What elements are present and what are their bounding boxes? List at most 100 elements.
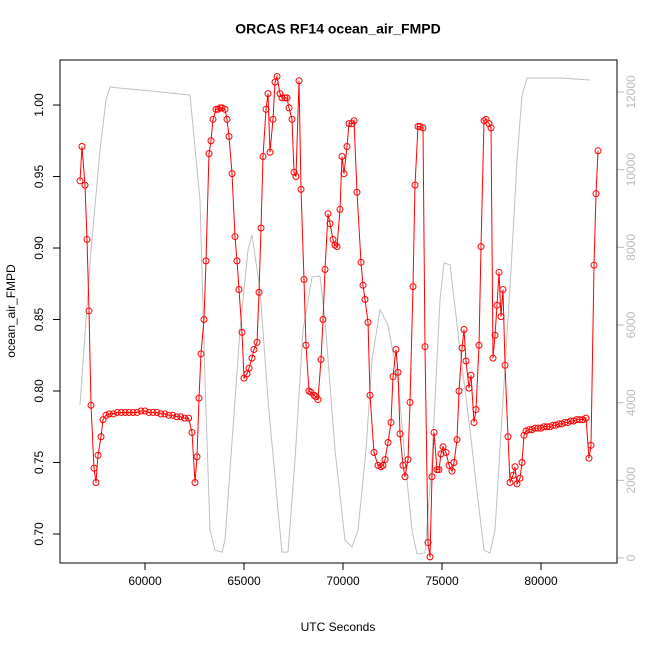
data-point bbox=[292, 173, 300, 181]
data-point bbox=[421, 343, 429, 351]
data-point bbox=[276, 90, 284, 98]
data-point bbox=[264, 90, 272, 98]
data-point bbox=[470, 418, 478, 426]
data-point bbox=[283, 94, 291, 102]
x-axis-label: UTC Seconds bbox=[301, 620, 376, 634]
y2-tick-label: 2000 bbox=[624, 467, 638, 494]
data-point bbox=[489, 354, 497, 362]
data-point bbox=[231, 233, 239, 241]
data-point bbox=[255, 288, 263, 296]
data-point bbox=[181, 414, 189, 422]
data-point bbox=[576, 416, 584, 424]
data-point bbox=[191, 479, 199, 487]
data-point bbox=[305, 387, 313, 395]
data-point bbox=[125, 408, 133, 416]
data-point bbox=[428, 473, 436, 481]
data-point bbox=[262, 105, 270, 113]
data-point bbox=[472, 406, 480, 414]
data-point bbox=[590, 261, 598, 269]
data-point bbox=[165, 411, 173, 419]
data-point bbox=[302, 341, 310, 349]
data-point bbox=[364, 318, 372, 326]
data-point bbox=[336, 205, 344, 213]
data-point bbox=[513, 480, 521, 488]
data-point bbox=[411, 181, 419, 189]
x-tick-label: 65000 bbox=[227, 574, 261, 588]
data-point bbox=[141, 407, 149, 415]
data-point bbox=[235, 285, 243, 293]
data-point bbox=[394, 368, 402, 376]
data-point bbox=[409, 283, 417, 291]
data-point bbox=[592, 190, 600, 198]
data-point bbox=[233, 257, 241, 265]
data-point bbox=[195, 394, 203, 402]
data-point bbox=[149, 408, 157, 416]
data-point bbox=[273, 72, 281, 80]
data-point bbox=[433, 466, 441, 474]
data-point bbox=[338, 153, 346, 161]
data-point bbox=[105, 410, 113, 418]
data-point bbox=[424, 539, 432, 547]
data-point bbox=[465, 384, 473, 392]
data-point bbox=[426, 553, 434, 561]
y2-tick-label: 4000 bbox=[624, 389, 638, 416]
data-point bbox=[83, 235, 91, 243]
data-point bbox=[297, 185, 305, 193]
data-point bbox=[458, 344, 466, 352]
data-point bbox=[453, 436, 461, 444]
data-point bbox=[169, 411, 177, 419]
y-tick-label: 0.80 bbox=[32, 379, 46, 403]
data-point bbox=[200, 316, 208, 324]
data-point bbox=[310, 391, 318, 399]
data-point bbox=[361, 295, 369, 303]
data-point bbox=[399, 461, 407, 469]
x-tick-label: 80000 bbox=[524, 574, 558, 588]
data-line bbox=[79, 74, 599, 557]
y2-tick-label: 10000 bbox=[624, 153, 638, 187]
data-point bbox=[497, 313, 505, 321]
data-point bbox=[582, 414, 590, 422]
x-tick-label: 75000 bbox=[425, 574, 459, 588]
data-point bbox=[389, 373, 397, 381]
data-point bbox=[288, 115, 296, 123]
data-point bbox=[340, 170, 348, 178]
y2-tick-label: 6000 bbox=[624, 311, 638, 338]
y-tick-label: 1.00 bbox=[32, 93, 46, 117]
data-point bbox=[491, 331, 499, 339]
data-point bbox=[331, 241, 339, 249]
data-point bbox=[504, 433, 512, 441]
data-point bbox=[92, 479, 100, 487]
data-point bbox=[202, 257, 210, 265]
data-point bbox=[485, 120, 493, 128]
data-point bbox=[321, 265, 329, 273]
data-point bbox=[278, 94, 286, 102]
data-point bbox=[228, 170, 236, 178]
data-point bbox=[257, 224, 265, 232]
data-point bbox=[129, 408, 137, 416]
data-point bbox=[266, 148, 274, 156]
data-point bbox=[85, 307, 93, 315]
data-point bbox=[205, 150, 213, 158]
data-point bbox=[269, 115, 277, 123]
y2-tick-label: 8000 bbox=[624, 234, 638, 261]
data-point bbox=[133, 408, 141, 416]
data-point bbox=[225, 132, 233, 140]
data-point bbox=[475, 341, 483, 349]
data-point bbox=[94, 451, 102, 459]
data-point bbox=[406, 398, 414, 406]
data-point bbox=[495, 268, 503, 276]
data-point bbox=[419, 124, 427, 132]
data-point bbox=[317, 356, 325, 364]
y-tick-label: 0.95 bbox=[32, 165, 46, 189]
data-point bbox=[193, 453, 201, 461]
data-point bbox=[145, 408, 153, 416]
data-point bbox=[76, 177, 84, 185]
data-line bbox=[79, 77, 591, 555]
data-point bbox=[381, 456, 389, 464]
data-point bbox=[285, 104, 293, 112]
y-tick-label: 0.75 bbox=[32, 450, 46, 474]
data-point bbox=[414, 122, 422, 130]
data-point bbox=[157, 410, 165, 418]
data-point bbox=[319, 316, 327, 324]
